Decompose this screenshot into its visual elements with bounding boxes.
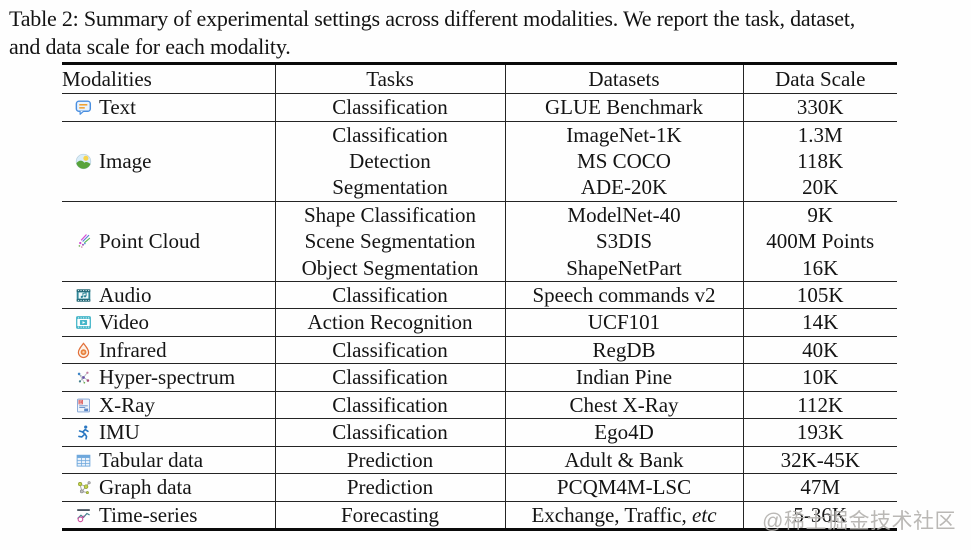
modality-label: IMU: [99, 420, 140, 445]
scale-cell: 32K-45K: [780, 447, 860, 472]
tasks-cell: Classification: [275, 363, 506, 392]
scale-cell: 112K: [797, 392, 844, 417]
modality-cell: Graph data: [62, 474, 275, 500]
modalities-summary-table: Modalities Tasks Datasets Data Scale Tex…: [62, 62, 897, 532]
modality-label: Video: [99, 310, 150, 335]
header-modalities: Modalities: [62, 63, 276, 94]
modality-label: Infrared: [99, 337, 167, 362]
infrared-icon: [77, 342, 90, 358]
tasks-cell: Classification: [275, 336, 506, 364]
scale-cell: 193K: [796, 420, 844, 445]
scale-cell: 14K: [802, 310, 839, 335]
tasks-cell: Classification: [275, 93, 506, 121]
tasks-cell: Classification Detection Segmentation: [275, 121, 506, 202]
modality-cell: Tabular data: [62, 447, 275, 473]
modality-cell: Text: [62, 94, 275, 120]
datasets-cell: Ego4D: [505, 418, 744, 447]
table-row-tabular-data: Tabular data Prediction Adult & Bank 32K…: [62, 446, 897, 474]
caption-line-2: and data scale for each modality.: [9, 34, 291, 59]
table-row-point-cloud: Point Cloud Shape Classification Scene S…: [62, 201, 897, 282]
table-row-image: Image Classification Detection Segmentat…: [62, 121, 897, 202]
header-data-scale: Data Scale: [775, 66, 866, 91]
modality-cell: Point Cloud: [62, 228, 275, 254]
modality-label: Audio: [99, 282, 152, 307]
scale-cell: 105K: [796, 282, 844, 307]
scale-cell: 47M: [800, 475, 841, 500]
modalities-table-wrapper: Modalities Tasks Datasets Data Scale Tex…: [62, 62, 897, 532]
datasets-cell: GLUE Benchmark: [505, 93, 744, 121]
tabular-icon: [76, 454, 91, 467]
tasks-cell: Action Recognition: [275, 308, 506, 337]
image-icon: [75, 153, 92, 169]
modality-label: Tabular data: [99, 447, 204, 472]
modality-cell: X-Ray: [62, 392, 275, 418]
table-row-time-series: Time-series Forecasting Exchange, Traffi…: [62, 501, 897, 530]
datasets-cell: ModelNet-40 S3DIS ShapeNetPart: [505, 201, 744, 282]
hyper-spectrum-icon: [77, 371, 90, 384]
header-row: Modalities Tasks Datasets Data Scale: [62, 63, 897, 94]
table-row-graph-data: Graph data Prediction PCQM4M-LSC 47M: [62, 473, 897, 502]
header-tasks: Tasks: [275, 63, 506, 94]
video-icon: [76, 316, 91, 330]
tasks-cell: Prediction: [275, 446, 506, 474]
datasets-cell: Exchange, Traffic, etc: [505, 501, 744, 530]
modality-label: Point Cloud: [99, 229, 200, 254]
point-cloud-icon: [78, 233, 91, 248]
audio-icon: [76, 289, 91, 302]
modality-cell: Video: [62, 309, 275, 335]
table-row-text: Text Classification GLUE Benchmark 330K: [62, 93, 897, 121]
scale-cell: 40K: [802, 337, 839, 362]
table-row-audio: Audio Classification Speech commands v2 …: [62, 281, 897, 309]
datasets-text: Exchange, Traffic,: [531, 502, 693, 527]
datasets-cell: PCQM4M-LSC: [505, 473, 744, 502]
tasks-cell: Forecasting: [275, 501, 506, 530]
modality-label: Time-series: [99, 502, 198, 527]
imu-icon: [78, 425, 89, 440]
text-icon: [75, 100, 92, 115]
modality-label: Text: [99, 95, 137, 120]
datasets-cell: Speech commands v2: [505, 281, 744, 309]
datasets-cell: RegDB: [505, 336, 744, 364]
scale-cell: 1.3M 118K 20K: [797, 122, 844, 200]
datasets-etc-italic: etc: [692, 502, 717, 527]
modality-cell: Infrared: [62, 337, 275, 363]
datasets-cell: Adult & Bank: [505, 446, 744, 474]
tasks-cell: Prediction: [275, 473, 506, 502]
datasets-cell: ImageNet-1K MS COCO ADE-20K: [505, 121, 744, 202]
modality-cell: IMU: [62, 419, 275, 445]
modality-label: Graph data: [99, 475, 192, 500]
table-caption: Table 2: Summary of experimental setting…: [9, 5, 967, 61]
scale-cell: 10K: [802, 365, 839, 390]
time-series-icon: [77, 508, 90, 522]
table-row-infrared: Infrared Classification RegDB 40K: [62, 336, 897, 364]
table-row-imu: IMU Classification Ego4D 193K: [62, 418, 897, 447]
modality-cell: Time-series: [62, 502, 275, 528]
table-row-x-ray: X-Ray Classification Chest X-Ray 112K: [62, 391, 897, 419]
modality-label: Hyper-spectrum: [99, 365, 236, 390]
modality-cell: Hyper-spectrum: [62, 364, 275, 390]
modality-label: X-Ray: [99, 392, 155, 417]
table-row-hyper-spectrum: Hyper-spectrum Classification Indian Pin…: [62, 363, 897, 392]
tasks-cell: Shape Classification Scene Segmentation …: [275, 201, 506, 282]
datasets-cell: UCF101: [505, 308, 744, 337]
header-datasets: Datasets: [505, 63, 744, 94]
scale-cell: 5-36K: [793, 502, 848, 527]
datasets-cell: Indian Pine: [505, 363, 744, 392]
modality-cell: Audio: [62, 282, 275, 308]
scale-cell: 9K 400M Points 16K: [766, 202, 875, 280]
tasks-cell: Classification: [275, 281, 506, 309]
table-row-video: Video Action Recognition UCF101 14K: [62, 308, 897, 337]
x-ray-icon: [77, 398, 90, 413]
tasks-cell: Classification: [275, 418, 506, 447]
modality-label: Image: [99, 148, 152, 173]
datasets-cell: Chest X-Ray: [505, 391, 744, 419]
modality-cell: Image: [62, 148, 275, 174]
scale-cell: 330K: [796, 95, 844, 120]
graph-icon: [78, 481, 91, 495]
tasks-cell: Classification: [275, 391, 506, 419]
caption-line-1: Table 2: Summary of experimental setting…: [9, 6, 856, 31]
